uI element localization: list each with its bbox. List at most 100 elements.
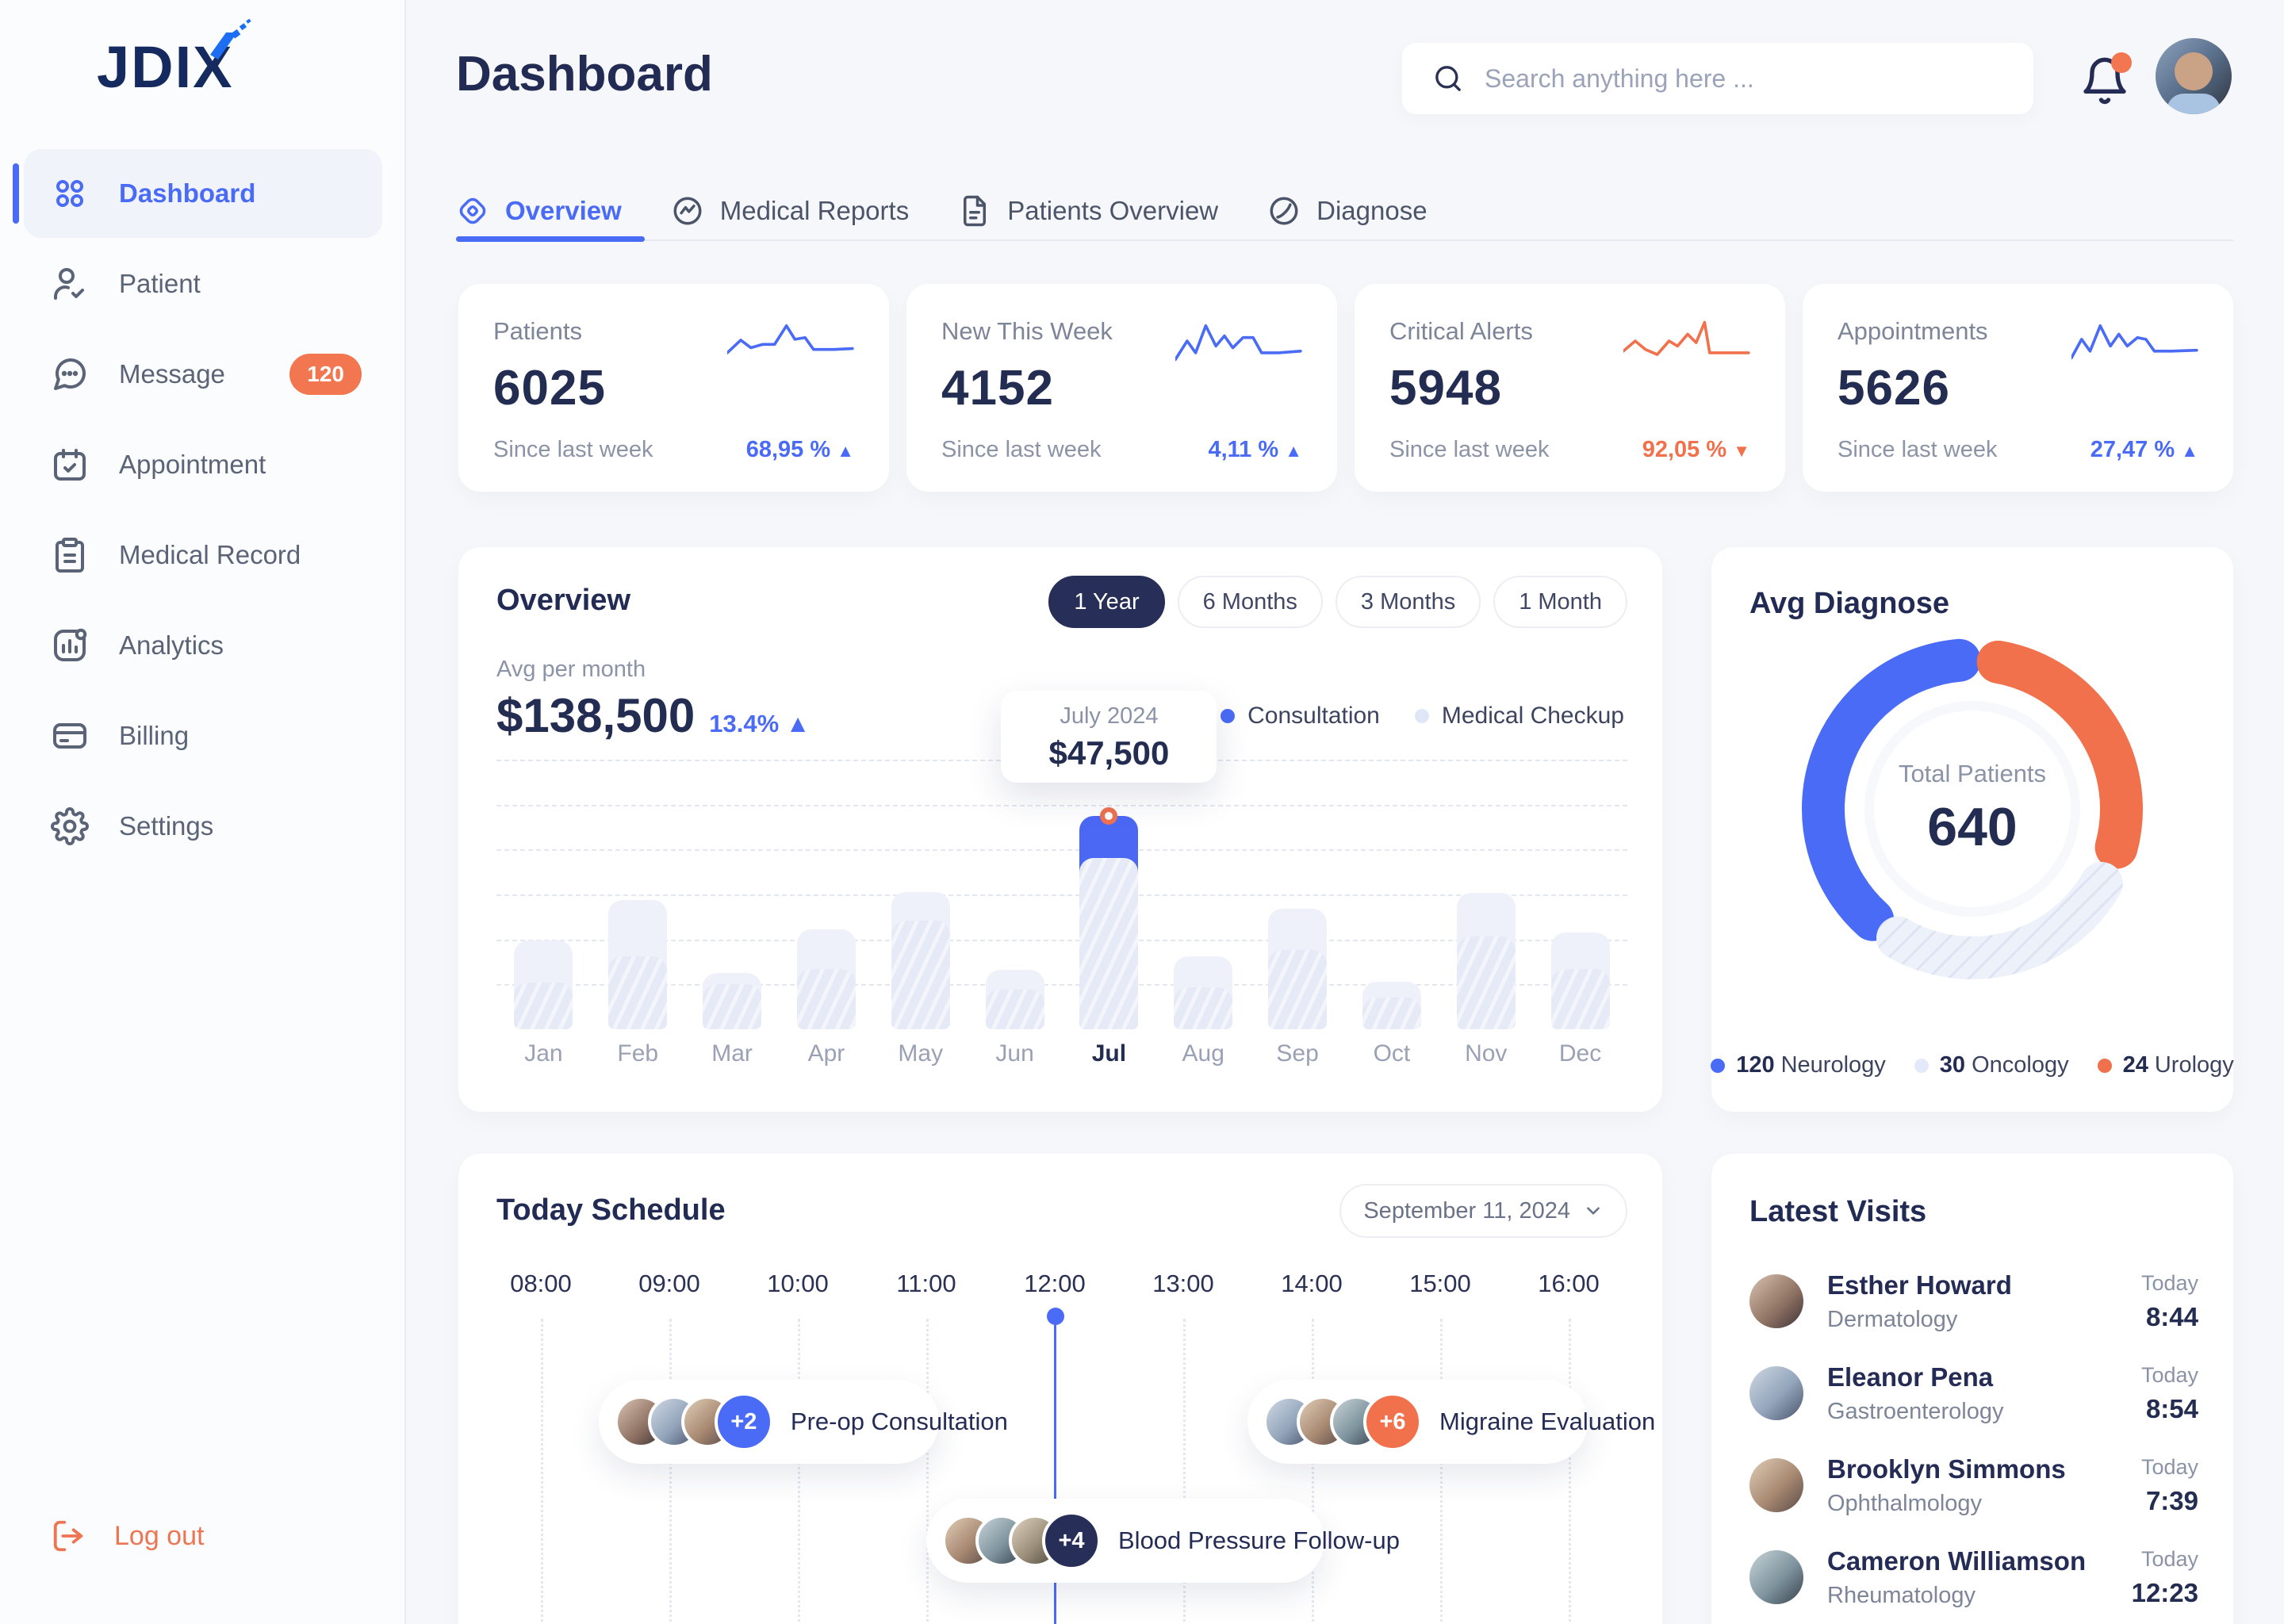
sidebar-item-appointment[interactable]: Appointment (24, 420, 382, 509)
sidebar-item-dashboard[interactable]: Dashboard (13, 149, 382, 238)
tab-medical-reports[interactable]: Medical Reports (671, 179, 909, 243)
sidebar-item-billing[interactable]: Billing (24, 691, 382, 780)
bar-nov[interactable] (1456, 893, 1516, 1029)
visit-row-brooklyn-simmons[interactable]: Brooklyn Simmons Ophthalmology Today 7:3… (1749, 1439, 2198, 1531)
bar-jan[interactable] (514, 940, 573, 1029)
event-avatars: +4 (942, 1511, 1101, 1570)
bar-sep[interactable] (1268, 908, 1328, 1029)
chevron-down-icon (1583, 1201, 1604, 1221)
hour-gridline (1440, 1319, 1443, 1624)
overview-chart-card: Overview 1 Year 6 Months 3 Months 1 Month A… (458, 547, 1662, 1112)
legend-dot (1711, 1058, 1726, 1073)
visit-row-esther-howard[interactable]: Esther Howard Dermatology Today 8:44 (1749, 1255, 2198, 1347)
visit-day: Today (2140, 1546, 2198, 1571)
sidebar-item-patient[interactable]: Patient (24, 239, 382, 328)
bar-feb[interactable] (608, 900, 668, 1029)
notification-bell-button[interactable] (2079, 52, 2132, 106)
bar-aug[interactable] (1174, 956, 1233, 1029)
user-avatar[interactable] (2156, 38, 2232, 114)
time-label-1600: 16:00 (1538, 1270, 1600, 1297)
search-bar[interactable] (1402, 43, 2033, 114)
sidebar-item-message[interactable]: Message 120 (24, 330, 382, 419)
hour-gridline (926, 1319, 929, 1624)
logout-button[interactable]: Log out (51, 1518, 204, 1554)
bar-may[interactable] (891, 891, 950, 1029)
sidebar-item-analytics[interactable]: Analytics (24, 601, 382, 690)
bar-consultation (514, 982, 573, 1029)
bar-consultation (891, 921, 950, 1029)
month-label-aug: Aug (1182, 1040, 1224, 1067)
month-label-may: May (898, 1040, 944, 1067)
extra-count-badge: +6 (1363, 1392, 1422, 1451)
total-patients-value: 640 (1927, 797, 2018, 857)
visit-time: 12:23 (2131, 1577, 2198, 1607)
legend-dot (1914, 1058, 1929, 1073)
sidebar-item-medical-record[interactable]: Medical Record (24, 511, 382, 599)
range-pill-3-months[interactable]: 3 Months (1335, 576, 1481, 628)
hour-gridline (541, 1319, 543, 1624)
tooltip-month: July 2024 (1060, 703, 1159, 729)
range-pill-1-month[interactable]: 1 Month (1493, 576, 1627, 628)
visit-time: 8:54 (2145, 1393, 2198, 1423)
sparkline-chart (1623, 320, 1750, 356)
avg-per-month-label: Avg per month (496, 657, 646, 682)
event-pre-op-consultation[interactable]: +2 Pre-op Consultation (598, 1380, 1008, 1464)
event-blood-pressure-follow-up[interactable]: +4 Blood Pressure Follow-up (926, 1499, 1400, 1583)
hour-gridline (798, 1319, 800, 1624)
search-icon (1432, 63, 1464, 94)
sidebar-item-settings[interactable]: Settings (24, 782, 382, 871)
gridline (496, 984, 1627, 986)
visit-time: 8:44 (2145, 1301, 2198, 1331)
sidebar-item-label: Billing (119, 721, 190, 750)
bar-consultation (1174, 987, 1233, 1029)
range-pill-6-months[interactable]: 6 Months (1177, 576, 1323, 628)
appointment-icon (51, 446, 89, 484)
latest-visits-card: Latest Visits Esther Howard Dermatology … (1711, 1154, 2233, 1624)
avg-diagnose-card: Avg Diagnose Total Patients 640 120 Neur… (1711, 547, 2234, 1112)
time-label-1100: 11:00 (896, 1270, 956, 1297)
visit-specialty: Gastroenterology (1827, 1398, 2004, 1424)
bar-dec[interactable] (1550, 933, 1610, 1029)
sidebar-item-label: Dashboard (119, 178, 256, 208)
visit-row-cameron-williamson[interactable]: Cameron Williamson Rheumatology Today 12… (1749, 1531, 2198, 1623)
search-input[interactable] (1485, 63, 1976, 94)
avatar (1749, 1550, 1803, 1604)
logout-label: Log out (114, 1520, 205, 1551)
bar-jun[interactable] (985, 970, 1044, 1029)
tab-patients-overview[interactable]: Patients Overview (958, 179, 1218, 243)
patients-overview-tab-icon (958, 194, 991, 228)
legend-dot (1221, 709, 1236, 723)
bar-apr[interactable] (796, 929, 856, 1029)
gridline (496, 849, 1627, 852)
bar-oct[interactable] (1362, 981, 1421, 1029)
gridline (496, 804, 1627, 806)
range-pill-1-year[interactable]: 1 Year (1048, 576, 1165, 628)
brand-name: JDIX (97, 34, 234, 100)
grid-icon (51, 174, 89, 213)
chart-tooltip: July 2024 $47,500 (1001, 690, 1217, 783)
legend-item-consultation: Consultation (1221, 703, 1380, 730)
visit-row-eleanor-pena[interactable]: Eleanor Pena Gastroenterology Today 8:54 (1749, 1347, 2198, 1439)
legend-value: 30 (1939, 1052, 1966, 1078)
tab-overview[interactable]: Overview (456, 179, 622, 243)
tab-label: Overview (505, 196, 622, 225)
avg-per-month-value: $138,500 (496, 689, 696, 742)
bar-mar[interactable] (703, 973, 762, 1029)
tab-diagnose[interactable]: Diagnose (1267, 179, 1428, 243)
donut-arc-2 (1876, 862, 2123, 979)
avatar (1749, 1274, 1803, 1328)
overview-tab-icon (456, 194, 489, 228)
stat-card-new-this-week: New This Week 4152 Since last week 4,11 … (906, 284, 1337, 492)
visit-name: Esther Howard (1827, 1270, 2012, 1300)
tab-label: Patients Overview (1007, 196, 1219, 225)
hour-gridline (1312, 1319, 1314, 1624)
sidebar-item-label: Patient (119, 269, 201, 298)
sparkline-chart (727, 324, 854, 354)
page-title: Dashboard (456, 47, 713, 102)
visit-specialty: Rheumatology (1827, 1582, 1976, 1608)
bar-jul[interactable] (1079, 806, 1139, 1029)
sidebar-nav: Dashboard Patient Message 120 Appointment… (13, 149, 382, 872)
stat-card-critical-alerts: Critical Alerts 5948 Since last week 92,… (1355, 284, 1785, 492)
event-migraine-evaluation[interactable]: +6 Migraine Evaluation (1247, 1380, 1655, 1464)
schedule-date-picker[interactable]: September 11, 2024 (1339, 1184, 1627, 1238)
